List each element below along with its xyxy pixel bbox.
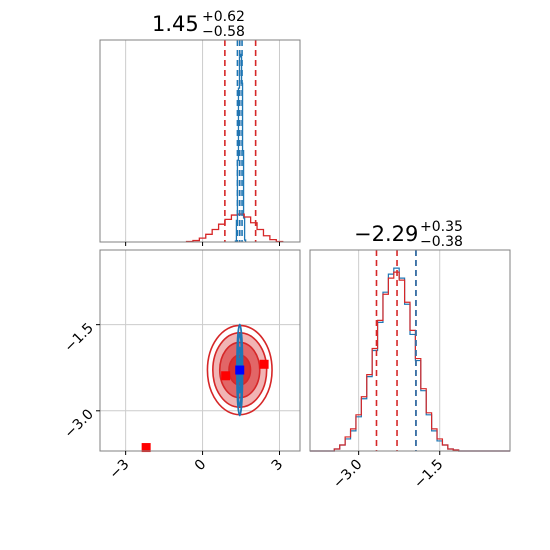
x1-histogram-background (100, 40, 300, 242)
x2-histogram-step-0 (310, 267, 510, 452)
joint-y-tick-label: −1.5 (61, 320, 96, 355)
x1-title-upper-error: +0.62 (202, 9, 245, 25)
x2-tick-label: −3.0 (330, 457, 365, 492)
joint-frame (99, 249, 301, 452)
joint-marker-1 (221, 371, 231, 381)
x1-title-lower-error: −0.58 (202, 24, 245, 40)
joint-grid (100, 250, 300, 451)
joint-marker-0 (235, 365, 245, 375)
joint-x-tick-label: 3 (269, 457, 287, 475)
joint-contour-panel: −3 0 3 −3.0 −1.5 (61, 249, 301, 483)
x2-histogram-panel: −3.0 −1.5 −2.29 +0.35 −0.38 (309, 219, 511, 492)
x1-title: 1.45 +0.62 −0.58 (152, 9, 245, 40)
x2-tick-label: −1.5 (411, 457, 446, 492)
joint-x-tick-label: 0 (192, 457, 210, 475)
joint-marker-2 (259, 359, 269, 369)
joint-x-tick-label: −3 (107, 457, 133, 483)
x1-histogram-frame (99, 39, 301, 243)
joint-y-tick-label: −3.0 (61, 406, 96, 441)
x2-title-upper-error: +0.35 (420, 219, 463, 235)
x1-quantile-lines (224, 40, 257, 242)
x1-histogram-grid (125, 40, 280, 242)
x1-histogram-ticks (125, 242, 280, 246)
x2-title: −2.29 +0.35 −0.38 (354, 219, 463, 250)
joint-marker-3 (141, 443, 151, 453)
x2-histogram-ticks: −3.0 −1.5 (330, 451, 447, 492)
x1-histogram-panel: 1.45 +0.62 −0.58 (99, 9, 301, 246)
x1-title-median: 1.45 (152, 12, 199, 36)
joint-background (100, 250, 300, 451)
x1-histogram-step-1 (185, 213, 284, 243)
x2-histogram-frame (309, 249, 511, 452)
joint-markers (141, 359, 269, 453)
x2-histogram-grid (358, 250, 441, 451)
x2-quantile-lines (375, 250, 417, 451)
x2-histogram-background (310, 250, 510, 451)
x2-title-lower-error: −0.38 (420, 234, 463, 250)
x2-title-median: −2.29 (354, 222, 418, 246)
